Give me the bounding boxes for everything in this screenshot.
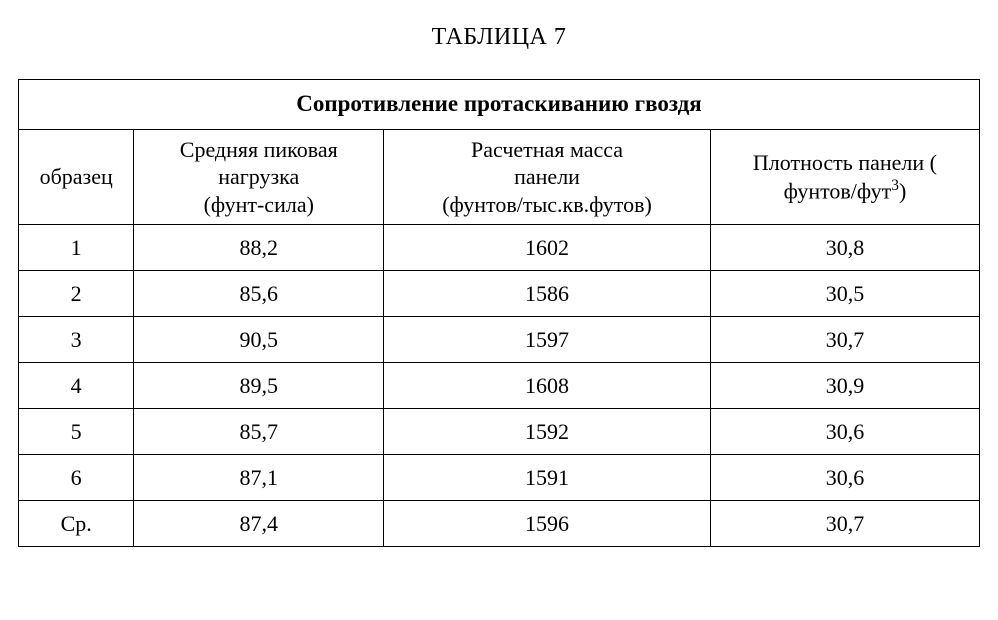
cell-peak-load: 87,4 [134, 501, 384, 547]
cell-panel-mass: 1586 [384, 271, 711, 317]
cell-sample: 6 [19, 455, 134, 501]
col-header-sample: образец [19, 129, 134, 225]
cell-peak-load: 90,5 [134, 317, 384, 363]
cell-peak-load: 85,7 [134, 409, 384, 455]
table-caption: Сопротивление протаскиванию гвоздя [19, 80, 980, 130]
col-header-panel-mass: Расчетная масса панели (фунтов/тыс.кв.фу… [384, 129, 711, 225]
col-header-panel-mass-line3: (фунтов/тыс.кв.футов) [442, 192, 652, 217]
col-header-peak-load: Средняя пиковая нагрузка (фунт-сила) [134, 129, 384, 225]
cell-sample: Ср. [19, 501, 134, 547]
table-row-average: Ср. 87,4 1596 30,7 [19, 501, 980, 547]
table-row: 4 89,5 1608 30,9 [19, 363, 980, 409]
cell-sample: 1 [19, 225, 134, 271]
col-header-peak-load-line3: (фунт-сила) [204, 192, 314, 217]
table-row: 6 87,1 1591 30,6 [19, 455, 980, 501]
col-header-panel-density: Плотность панели ( фунтов/фут3) [710, 129, 979, 225]
cell-panel-density: 30,8 [710, 225, 979, 271]
col-header-panel-density-line2-post: ) [899, 179, 906, 204]
cell-peak-load: 89,5 [134, 363, 384, 409]
cell-sample: 4 [19, 363, 134, 409]
col-header-peak-load-line1: Средняя пиковая [180, 137, 338, 162]
cell-panel-mass: 1597 [384, 317, 711, 363]
col-header-panel-density-line2-pre: фунтов/фут [784, 179, 892, 204]
cell-sample: 3 [19, 317, 134, 363]
cell-panel-mass: 1591 [384, 455, 711, 501]
cell-panel-density: 30,5 [710, 271, 979, 317]
cell-panel-density: 30,6 [710, 455, 979, 501]
cell-panel-density: 30,6 [710, 409, 979, 455]
cell-panel-density: 30,7 [710, 317, 979, 363]
table-header-row: образец Средняя пиковая нагрузка (фунт-с… [19, 129, 980, 225]
col-header-peak-load-line2: нагрузка [218, 164, 299, 189]
col-header-panel-density-sup: 3 [891, 177, 899, 194]
cell-sample: 2 [19, 271, 134, 317]
cell-panel-mass: 1596 [384, 501, 711, 547]
table-caption-row: Сопротивление протаскиванию гвоздя [19, 80, 980, 130]
cell-panel-mass: 1608 [384, 363, 711, 409]
cell-peak-load: 88,2 [134, 225, 384, 271]
table-row: 5 85,7 1592 30,6 [19, 409, 980, 455]
cell-panel-mass: 1602 [384, 225, 711, 271]
cell-panel-mass: 1592 [384, 409, 711, 455]
nail-pull-resistance-table: Сопротивление протаскиванию гвоздя образ… [18, 79, 980, 547]
table-row: 3 90,5 1597 30,7 [19, 317, 980, 363]
table-row: 1 88,2 1602 30,8 [19, 225, 980, 271]
col-header-panel-mass-line1: Расчетная масса [471, 137, 623, 162]
cell-panel-density: 30,9 [710, 363, 979, 409]
table-row: 2 85,6 1586 30,5 [19, 271, 980, 317]
col-header-panel-density-line1: Плотность панели ( [753, 150, 937, 175]
cell-peak-load: 87,1 [134, 455, 384, 501]
cell-peak-load: 85,6 [134, 271, 384, 317]
page: ТАБЛИЦА 7 Сопротивление протаскиванию гв… [0, 0, 998, 547]
table-number-title: ТАБЛИЦА 7 [18, 24, 980, 51]
cell-sample: 5 [19, 409, 134, 455]
cell-panel-density: 30,7 [710, 501, 979, 547]
col-header-panel-mass-line2: панели [514, 164, 580, 189]
